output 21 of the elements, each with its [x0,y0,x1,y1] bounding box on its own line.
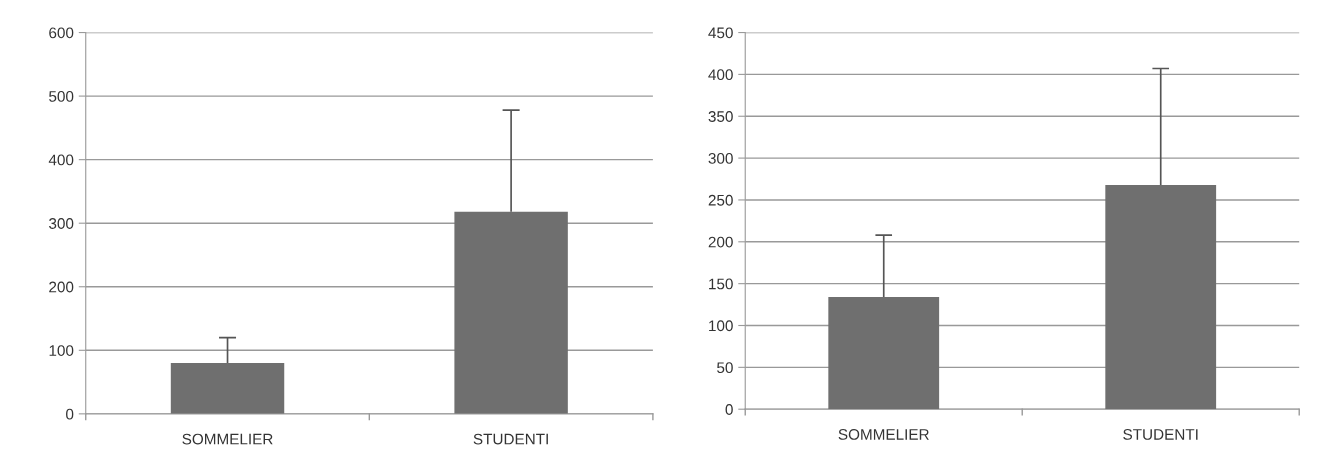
x-tick-label: SOMMELIER [182,433,273,445]
y-tick-label: 250 [708,194,733,206]
x-tick-label: STUDENTI [473,433,548,445]
y-tick-label: 50 [717,362,733,374]
y-tick-label: 300 [49,218,74,229]
x-tick-label: STUDENTI [1123,429,1198,440]
y-tick-label: 450 [708,27,733,39]
y-tick-label: 150 [709,278,733,290]
y-tick-label: 100 [49,345,74,356]
y-tick-label: 0 [66,408,74,420]
y-tick-label: 0 [725,404,733,415]
y-tick-label: 200 [708,236,733,248]
x-tick-label: SOMMELIER [838,429,929,440]
y-tick-label: 100 [709,320,733,332]
y-tick-label: 300 [708,152,733,164]
y-tick-label: 600 [49,27,74,39]
y-tick-label: 350 [708,111,733,122]
y-tick-label: 500 [49,90,74,102]
y-tick-label: 400 [708,69,733,81]
y-tick-label: 400 [48,154,74,166]
y-tick-label: 200 [49,281,74,293]
